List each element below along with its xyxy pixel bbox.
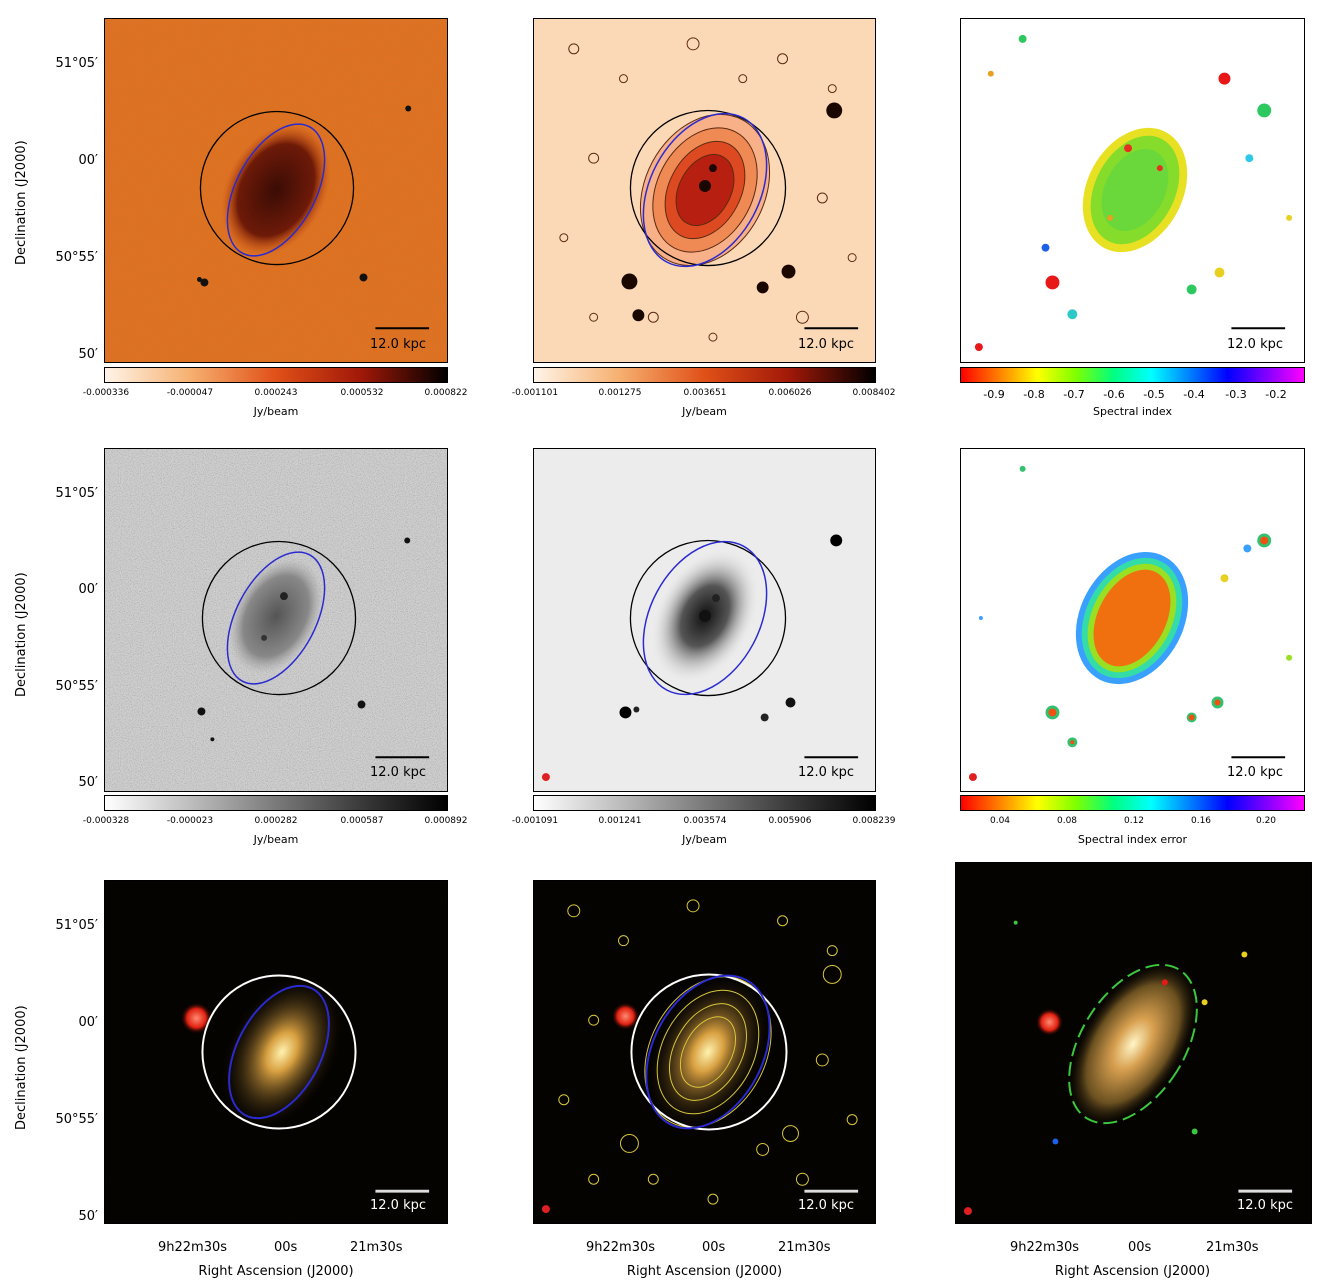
- cbar-tick: -0.000336: [82, 388, 130, 398]
- xlabel-ra: Right Ascension (J2000): [1054, 1264, 1211, 1279]
- cbar-tick: 0.000822: [424, 388, 468, 398]
- cbar-tick: -0.5: [1143, 388, 1165, 401]
- circle-region: [199, 110, 355, 266]
- xtick-ra-1: 9h22m30s: [586, 1240, 656, 1255]
- panel-row2-low-freq-grayscale: [104, 448, 448, 792]
- cbar-tick: 0.003651: [683, 388, 727, 398]
- cbar-tick: -0.001091: [511, 816, 559, 826]
- cbar-label: Spectral index: [1092, 405, 1172, 418]
- scalebar-label: 12.0 kpc: [1237, 1198, 1294, 1213]
- colorbar-row1-2: [533, 367, 876, 383]
- row1-ylabel: Declination (J2000): [14, 140, 29, 265]
- panel-row3-optical-spectral: [955, 862, 1312, 1224]
- cbar-tick: 0.008239: [852, 816, 896, 826]
- cbar-label: Jy/beam: [682, 833, 727, 846]
- panel-row1-low-freq-map: [104, 18, 448, 363]
- ellipse-region: [226, 123, 326, 257]
- cbar-tick: 0.12: [1123, 816, 1145, 826]
- row2-ytick-4: 50′: [78, 775, 99, 790]
- colorbar-row2-3: [960, 795, 1305, 811]
- cbar-tick: 0.001275: [598, 388, 642, 398]
- cbar-tick: -0.3: [1225, 388, 1247, 401]
- row3-ytick-1: 51°05′: [55, 918, 98, 933]
- panel-row2-spectral-index-error: [960, 448, 1305, 792]
- cbar-tick: 0.000587: [340, 816, 384, 826]
- cbar-tick: -0.2: [1265, 388, 1287, 401]
- cbar-tick: 0.16: [1190, 816, 1212, 826]
- row3-ytick-2: 00′: [78, 1015, 99, 1030]
- cbar-tick: -0.000023: [166, 816, 214, 826]
- xtick-ra-2: 00s: [274, 1240, 298, 1255]
- scalebar-label: 12.0 kpc: [798, 337, 855, 352]
- xtick-ra-3: 21m30s: [778, 1240, 831, 1255]
- cbar-tick: 0.006026: [768, 388, 812, 398]
- scalebar-label: 12.0 kpc: [798, 765, 855, 780]
- panel-row1-spectral-index: [960, 18, 1305, 363]
- scalebar-label: 12.0 kpc: [798, 1198, 855, 1213]
- row2-ylabel: Declination (J2000): [14, 572, 29, 697]
- cbar-label: Jy/beam: [253, 833, 299, 846]
- cbar-label: Jy/beam: [682, 405, 727, 418]
- cbar-tick: 0.005906: [768, 816, 812, 826]
- cbar-tick: -0.4: [1183, 388, 1205, 401]
- row1-ytick-3: 50°55′: [55, 250, 98, 265]
- row3-ylabel: Declination (J2000): [14, 1005, 29, 1130]
- cbar-tick: 0.000243: [254, 388, 298, 398]
- row1-ytick-2: 00′: [78, 153, 99, 168]
- panel-row3-optical-overlay-high: [533, 880, 876, 1224]
- cbar-tick: -0.001101: [511, 388, 559, 398]
- cbar-tick: 0.008402: [852, 388, 896, 398]
- cbar-tick: -0.8: [1023, 388, 1045, 401]
- row2-ytick-1: 51°05′: [55, 486, 98, 501]
- xtick-ra-3: 21m30s: [350, 1240, 403, 1255]
- scalebar-label: 12.0 kpc: [370, 765, 427, 780]
- xtick-ra-2: 00s: [1128, 1240, 1152, 1255]
- colorbar-row1-1: [104, 367, 448, 383]
- cbar-tick: -0.000047: [166, 388, 214, 398]
- row3-ytick-3: 50°55′: [55, 1112, 98, 1127]
- cbar-tick: -0.6: [1103, 388, 1125, 401]
- scalebar-label: 12.0 kpc: [1227, 337, 1284, 352]
- scalebar-label: 12.0 kpc: [370, 1198, 427, 1213]
- xtick-ra-1: 9h22m30s: [1010, 1240, 1080, 1255]
- cbar-tick: -0.9: [983, 388, 1005, 401]
- cbar-label: Jy/beam: [253, 405, 299, 418]
- cbar-tick: 0.000892: [424, 816, 468, 826]
- xlabel-ra: Right Ascension (J2000): [626, 1264, 783, 1279]
- colorbar-row2-2: [533, 795, 876, 811]
- scalebar-label: 12.0 kpc: [370, 337, 427, 352]
- panel-row1-high-freq-contours: [533, 18, 876, 363]
- cbar-tick: -0.000328: [82, 816, 130, 826]
- cbar-tick: 0.20: [1255, 816, 1277, 826]
- colorbar-row1-3: [960, 367, 1305, 383]
- row1-ytick-4: 50′: [78, 347, 99, 362]
- cbar-tick: 0.001241: [598, 816, 642, 826]
- scalebar-label: 12.0 kpc: [1227, 765, 1284, 780]
- cbar-tick: 0.000282: [254, 816, 298, 826]
- xtick-ra-3: 21m30s: [1206, 1240, 1259, 1255]
- panel-row2-high-freq-grayscale: [533, 448, 876, 792]
- cbar-tick: 0.000532: [340, 388, 384, 398]
- cbar-tick: 0.08: [1056, 816, 1078, 826]
- panel-row3-optical-overlay-low: [104, 880, 448, 1224]
- cbar-tick: 0.04: [989, 816, 1011, 826]
- row2-ytick-3: 50°55′: [55, 679, 98, 694]
- xtick-ra-1: 9h22m30s: [158, 1240, 228, 1255]
- xtick-ra-2: 00s: [702, 1240, 726, 1255]
- row3-ytick-4: 50′: [78, 1209, 99, 1224]
- xlabel-ra: Right Ascension (J2000): [198, 1264, 354, 1279]
- colorbar-row2-1: [104, 795, 448, 811]
- cbar-label: Spectral index error: [1077, 833, 1188, 846]
- row1-ytick-1: 51°05′: [55, 56, 98, 71]
- row2-ytick-2: 00′: [78, 582, 99, 597]
- cbar-tick: -0.7: [1063, 388, 1085, 401]
- cbar-tick: 0.003574: [683, 816, 727, 826]
